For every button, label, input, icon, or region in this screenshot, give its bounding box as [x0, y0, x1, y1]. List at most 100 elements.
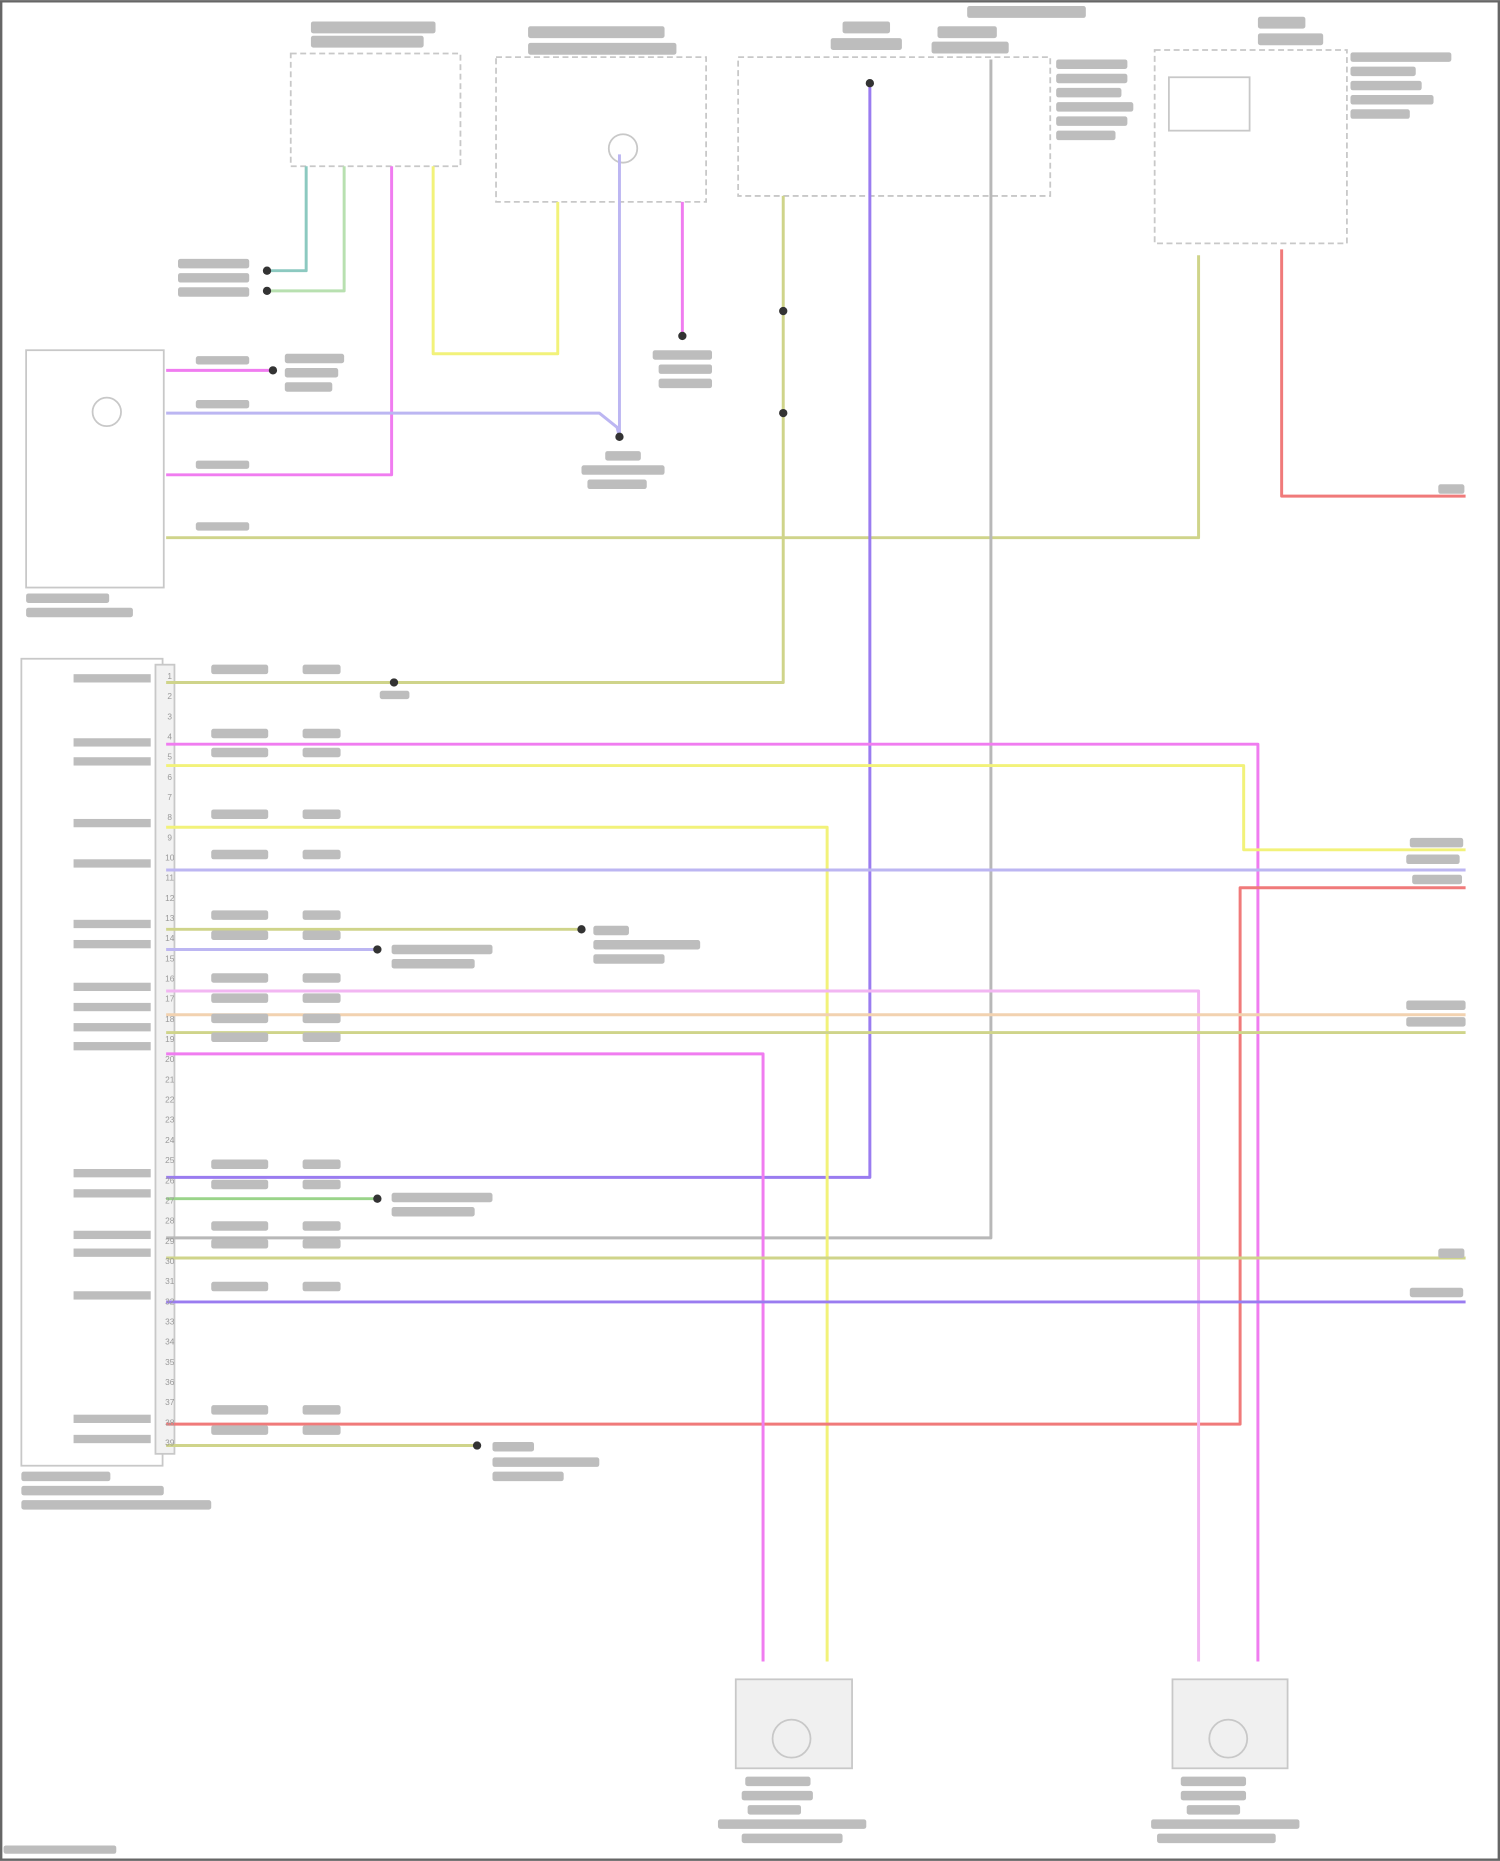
wire-pink — [166, 166, 394, 477]
wire-code-label — [211, 973, 269, 983]
lamp-icon — [607, 133, 639, 164]
illegible-label — [842, 21, 891, 34]
wire-code-label — [302, 747, 341, 758]
illegible-label — [528, 26, 665, 39]
wire-code-label — [211, 1425, 269, 1435]
illegible-label — [178, 258, 250, 269]
illegible-label — [747, 1805, 802, 1815]
illegible-label — [1056, 87, 1122, 98]
illegible-label — [741, 1790, 813, 1801]
wire-code-label — [211, 809, 269, 819]
module-pin-number: 19 — [165, 1034, 175, 1044]
wire-code-label — [302, 973, 341, 983]
illegible-label — [310, 21, 436, 34]
illegible-label — [528, 42, 677, 55]
splice-dot — [262, 266, 272, 275]
illegible-label — [310, 35, 424, 48]
module-pin-number: 17 — [165, 994, 175, 1004]
wire-pink — [166, 1052, 765, 1662]
illegible-label — [1056, 130, 1116, 141]
module-pin-name — [73, 1230, 151, 1240]
wire-red — [166, 886, 1466, 1426]
wire-code-label — [211, 1032, 269, 1043]
module-pin-number: 37 — [165, 1397, 175, 1407]
wire-code-label — [302, 664, 341, 675]
module-pin-number: 21 — [165, 1074, 175, 1084]
wire-code-label — [302, 910, 341, 920]
switch-box — [495, 56, 707, 203]
illegible-label — [178, 273, 250, 283]
splice-dot — [779, 306, 788, 316]
module-pin-name — [73, 738, 151, 747]
illegible-label — [195, 400, 250, 409]
component-boxes — [20, 49, 1348, 1770]
module-pin-name — [73, 1189, 151, 1198]
wire-olive — [166, 195, 785, 684]
wheel-sensor-left — [734, 1678, 853, 1770]
relay-box-right — [1153, 49, 1348, 245]
wire-code-label — [302, 728, 341, 739]
illegible-label — [492, 1471, 564, 1482]
wire-code-label — [302, 1159, 341, 1170]
wire-yellow — [166, 764, 1466, 852]
wire-code-label — [211, 1405, 269, 1415]
wire-red — [1280, 249, 1466, 498]
illegible-label — [391, 944, 493, 955]
illegible-label — [26, 607, 133, 618]
illegible-label — [1350, 95, 1434, 105]
wheel-sensor-left-icon — [771, 1718, 812, 1759]
module-pin-number: 31 — [165, 1276, 175, 1286]
illegible-label — [593, 954, 665, 964]
module-pin-number: 39 — [165, 1438, 175, 1448]
illegible-label — [658, 378, 713, 389]
illegible-label — [658, 364, 713, 374]
wire-code-label — [211, 1013, 269, 1024]
fuse-box — [737, 56, 1052, 197]
module-pin-name — [73, 1002, 151, 1012]
illegible-label — [391, 1207, 475, 1217]
illegible-label — [1409, 1287, 1464, 1298]
illegible-label — [1180, 1776, 1247, 1787]
module-pin-number: 34 — [165, 1337, 175, 1347]
wire-light-pink — [166, 989, 1201, 1662]
wire-code-label — [211, 993, 269, 1003]
wire-code-label — [211, 1239, 269, 1249]
wire-code-label — [302, 1221, 341, 1231]
relay-coil — [1168, 76, 1251, 132]
illegible-label — [379, 690, 410, 700]
wire-code-label — [302, 993, 341, 1003]
wire-code-label — [302, 1239, 341, 1249]
illegible-label — [1257, 33, 1324, 46]
module-pin-number: 25 — [165, 1155, 175, 1165]
module-pin-name — [73, 1434, 151, 1444]
illegible-label — [178, 287, 250, 297]
module-pin-number: 38 — [165, 1417, 175, 1427]
wire-code-label — [211, 910, 269, 920]
module-pin-number: 29 — [165, 1236, 175, 1246]
wire-code-label — [302, 1425, 341, 1435]
illegible-label — [1350, 80, 1422, 91]
illegible-label — [1412, 874, 1463, 885]
module-pin-number: 30 — [165, 1256, 175, 1266]
module-pin-number: 5 — [167, 752, 172, 762]
splice-dot — [262, 286, 272, 296]
illegible-label — [581, 465, 665, 475]
wire-code-label — [211, 930, 269, 940]
module-pin-number: 10 — [165, 852, 175, 862]
module-pin-number: 26 — [165, 1175, 175, 1185]
illegible-label — [284, 368, 339, 378]
module-pin-number: 14 — [165, 933, 175, 943]
illegible-label — [1056, 102, 1134, 112]
illegible-label — [931, 41, 1009, 54]
illegible-label — [21, 1471, 111, 1482]
illegible-label — [1056, 116, 1128, 126]
wire-code-label — [302, 849, 341, 860]
wire-code-label — [302, 1013, 341, 1024]
module-pin-number: 16 — [165, 974, 175, 984]
module-pin-number: 9 — [167, 832, 172, 842]
module-pin-number: 20 — [165, 1054, 175, 1064]
wire-code-label — [211, 849, 269, 860]
illegible-label — [741, 1833, 843, 1844]
module-pin-name — [73, 818, 151, 828]
module-pin-number: 15 — [165, 953, 175, 963]
